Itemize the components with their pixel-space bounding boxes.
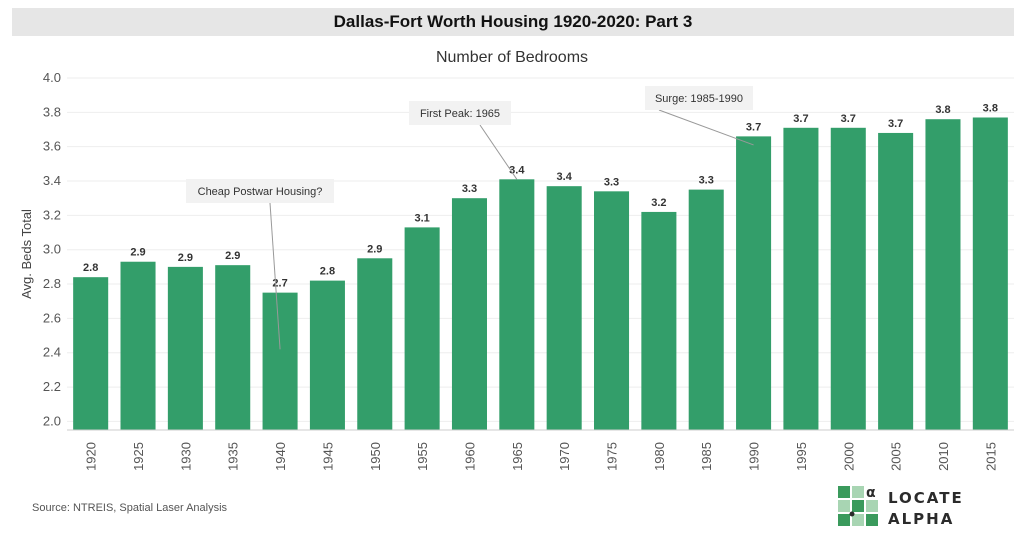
y-tick-label: 3.8	[43, 104, 61, 119]
data-label: 2.8	[83, 262, 98, 274]
bar	[215, 265, 251, 430]
x-tick-label: 2010	[936, 442, 951, 471]
data-label: 3.7	[746, 121, 761, 133]
x-tick-label: 1980	[652, 442, 667, 471]
bar	[925, 119, 961, 431]
data-label: 3.3	[699, 175, 714, 187]
y-tick-label: 3.2	[43, 207, 61, 222]
logo-glyph: α	[866, 485, 876, 501]
bar	[641, 211, 677, 430]
x-tick-label: 1995	[794, 442, 809, 471]
data-label: 3.8	[935, 104, 950, 116]
x-tick-label: 1985	[699, 442, 714, 471]
bar	[546, 186, 582, 430]
annotation-text: Cheap Postwar Housing?	[198, 186, 323, 198]
y-tick-label: 2.4	[43, 345, 61, 360]
y-tick-label: 3.0	[43, 242, 61, 257]
x-tick-label: 2000	[841, 442, 856, 471]
x-tick-label: 1955	[415, 442, 430, 471]
logo-mark-icon: α	[838, 485, 878, 526]
bar	[783, 127, 819, 431]
x-tick-label: 1990	[747, 442, 762, 471]
data-label: 3.3	[604, 176, 619, 188]
bar	[499, 179, 535, 430]
x-tick-label: 1925	[131, 442, 146, 471]
bar	[878, 132, 914, 430]
x-tick-label: 1940	[273, 442, 288, 471]
y-tick-label: 2.8	[43, 276, 61, 291]
data-label: 2.9	[367, 243, 382, 255]
annotation-line	[269, 202, 281, 350]
x-tick-label: 1960	[462, 442, 477, 471]
y-tick-label: 4.0	[43, 70, 61, 85]
data-label: 2.9	[130, 247, 145, 259]
bar	[688, 189, 724, 430]
annotation-line	[658, 109, 754, 146]
x-tick-label: 1970	[557, 442, 572, 471]
data-label: 3.1	[414, 212, 429, 224]
data-label: 2.9	[225, 250, 240, 262]
bar	[404, 227, 440, 430]
x-tick-label: 1965	[510, 442, 525, 471]
x-tick-label: 1950	[368, 442, 383, 471]
bar	[262, 292, 298, 430]
bar-chart: 2.0 2.2 2.4 2.6 2.8 3.0 3.2 3.4 3.6 3.8 4.0 Avg. Be…	[19, 70, 1014, 471]
y-tick-label: 2.0	[43, 413, 61, 428]
bar	[357, 258, 393, 430]
bar	[594, 191, 630, 430]
annotation-text: First Peak: 1965	[420, 108, 500, 120]
x-tick-label: 1975	[605, 442, 620, 471]
bar	[451, 198, 487, 430]
data-label: 3.7	[841, 113, 856, 125]
data-label: 2.7	[272, 278, 287, 290]
data-label: 2.8	[320, 266, 335, 278]
annotation-box	[645, 86, 753, 110]
x-tick-label: 1920	[84, 442, 99, 471]
locate-alpha-logo: α LOCATE ALPHA	[836, 484, 1016, 532]
annotation-text: Surge: 1985-1990	[655, 93, 743, 105]
bar	[309, 280, 345, 430]
chart-title: Number of Bedrooms	[435, 49, 589, 66]
logo-line1: LOCATE	[888, 489, 964, 507]
data-label: 3.7	[793, 113, 808, 125]
y-tick-label: 2.2	[43, 379, 61, 394]
x-tick-label: 2015	[983, 442, 998, 471]
data-label: 3.4	[509, 164, 525, 176]
annotation-box	[186, 179, 334, 203]
annotation-box	[409, 101, 511, 125]
x-tick-label: 1945	[320, 442, 335, 471]
data-label: 2.9	[178, 252, 193, 264]
x-tick-label: 1930	[178, 442, 193, 471]
bar	[167, 266, 203, 430]
x-tick-label: 1935	[226, 442, 241, 471]
annotation-line	[479, 124, 518, 180]
data-label: 3.3	[462, 183, 477, 195]
bar	[120, 261, 156, 430]
data-label: 3.4	[557, 171, 573, 183]
bar	[736, 136, 772, 430]
bar	[972, 117, 1008, 431]
y-axis-label: Avg. Beds Total	[19, 209, 34, 299]
data-label: 3.2	[651, 197, 666, 209]
y-tick-label: 3.6	[43, 139, 61, 154]
data-label: 3.8	[983, 102, 998, 114]
data-label: 3.7	[888, 118, 903, 130]
logo-line2: ALPHA	[888, 510, 955, 528]
page-title: Dallas-Fort Worth Housing 1920-2020: Par…	[333, 12, 693, 31]
source-note: Source: NTREIS, Spatial Laser Analysis	[32, 502, 228, 514]
logo-text: LOCATE ALPHA	[888, 488, 964, 530]
bar	[73, 277, 109, 430]
x-tick-label: 2005	[889, 442, 904, 471]
y-tick-label: 2.6	[43, 310, 61, 325]
title-bar: Dallas-Fort Worth Housing 1920-2020: Par…	[12, 8, 1014, 36]
bar	[830, 127, 866, 431]
y-tick-label: 3.4	[43, 173, 61, 188]
